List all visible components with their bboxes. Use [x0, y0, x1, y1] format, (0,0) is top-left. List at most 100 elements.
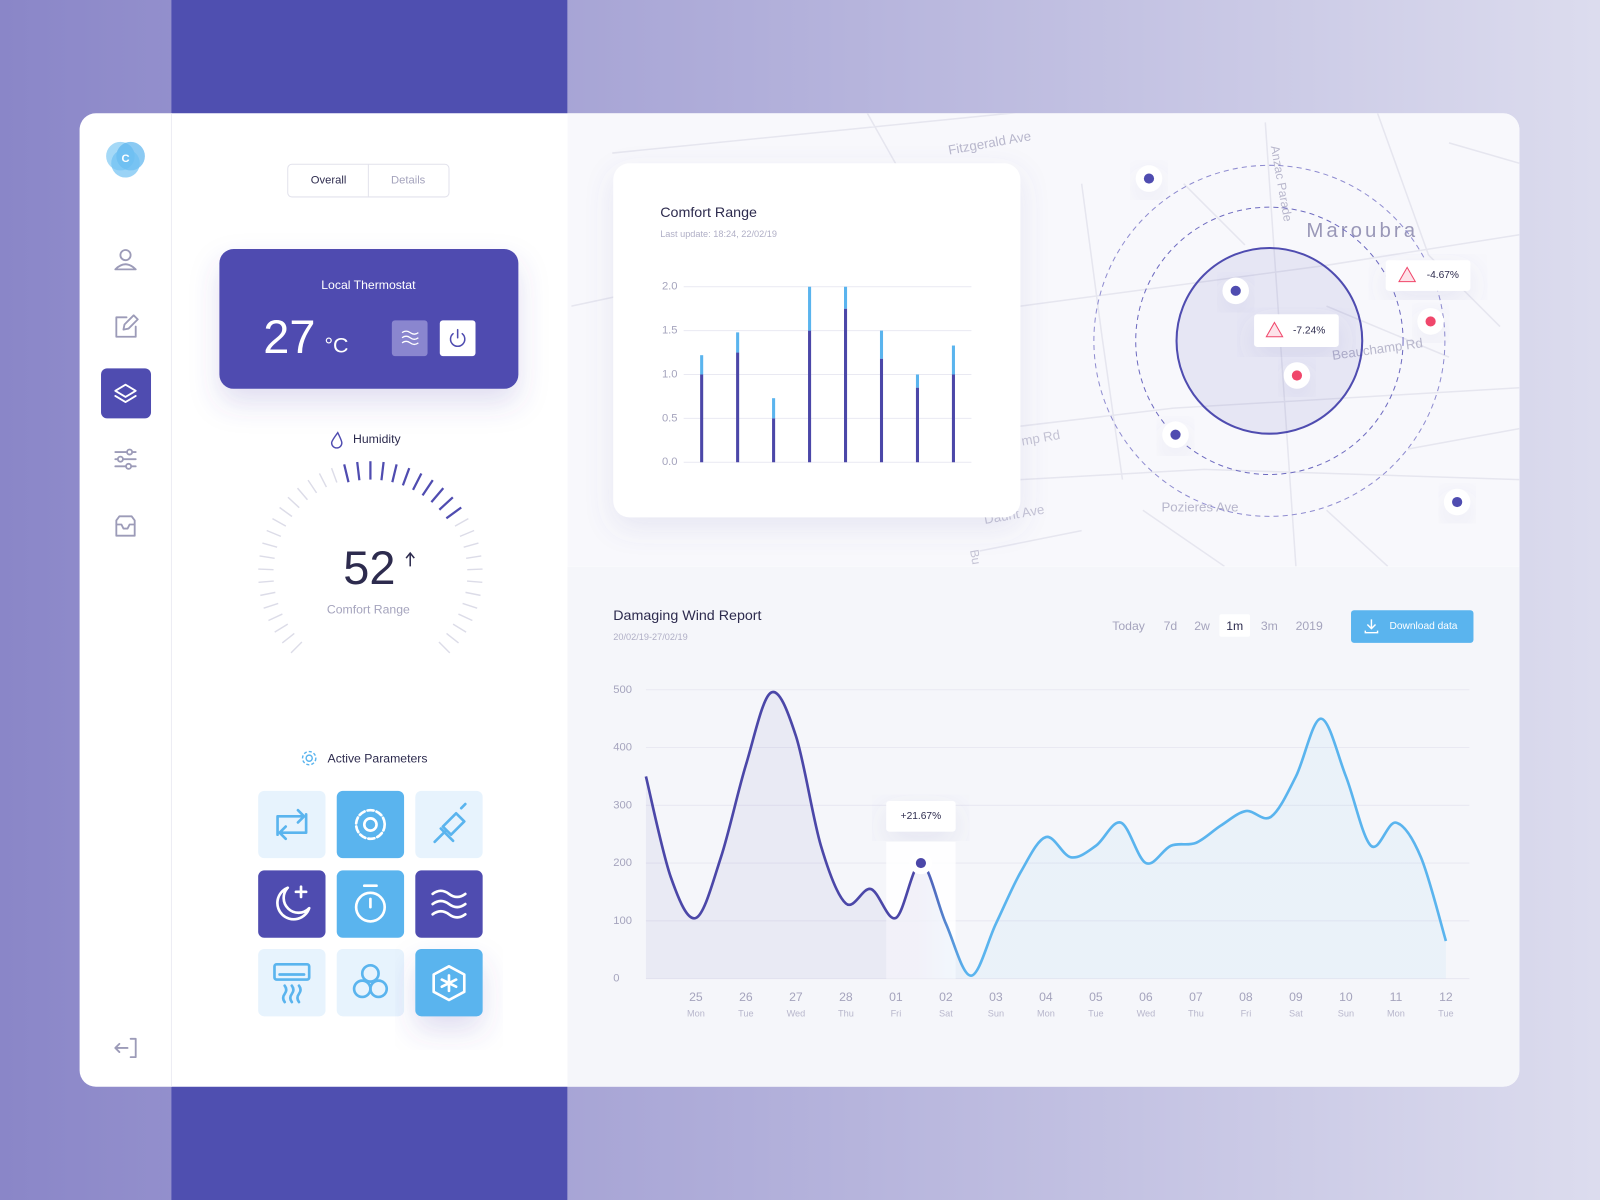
- range-option[interactable]: 2w: [1194, 619, 1210, 633]
- y-tick-label: 400: [613, 742, 632, 754]
- range-option[interactable]: Today: [1112, 619, 1146, 633]
- x-tick-label: 28: [839, 990, 853, 1004]
- range-option[interactable]: 1m: [1226, 619, 1243, 633]
- x-tick-sublabel: Tue: [1088, 1009, 1103, 1019]
- fan-icon: [401, 330, 419, 346]
- street-label: Bu: [967, 548, 983, 565]
- gauge-tick: [459, 529, 475, 538]
- x-tick-label: 27: [789, 990, 803, 1004]
- annotation-box: [886, 801, 956, 832]
- x-tick-sublabel: Wed: [1137, 1009, 1156, 1019]
- bar-segment: [915, 387, 920, 463]
- y-tick-label: 100: [613, 915, 632, 927]
- download-icon: [1364, 619, 1379, 634]
- bar-segment: [736, 332, 740, 353]
- param-icon: [431, 889, 467, 919]
- section-title: Active Parameters: [328, 751, 428, 765]
- pin-dot: [1170, 429, 1181, 440]
- gauge: [258, 461, 483, 654]
- trend-arrow: [405, 551, 415, 567]
- param-tile[interactable]: [258, 948, 326, 1017]
- chart-subtitle: Last update: 18:24, 22/02/19: [660, 229, 777, 239]
- x-tick-sublabel: Tue: [738, 1009, 753, 1019]
- param-tile[interactable]: [415, 790, 483, 859]
- gauge-tick: [266, 529, 282, 538]
- point[interactable]: [915, 857, 927, 869]
- x-tick-label: 02: [939, 990, 953, 1004]
- street-label: mp Rd: [1020, 427, 1061, 449]
- gauge-tick: [458, 613, 473, 622]
- gauge-tick: [258, 580, 274, 583]
- gauge-tick: [290, 641, 303, 654]
- y-tick-label: 1.0: [662, 368, 678, 380]
- gauge-tick: [466, 580, 483, 583]
- bar-segment: [700, 374, 704, 463]
- gauge-tick: [391, 464, 398, 483]
- download-label[interactable]: Download data: [1389, 621, 1457, 632]
- gauge-tick: [262, 542, 278, 548]
- pin-dot: [1452, 496, 1463, 508]
- bar-segment: [951, 345, 955, 375]
- chart-title: Comfort Range: [660, 205, 757, 221]
- download-button[interactable]: [1351, 610, 1474, 643]
- x-tick-label: 03: [989, 990, 1003, 1004]
- gauge-tick: [268, 613, 283, 622]
- pin-dot: [1143, 173, 1155, 184]
- y-tick-label: 0: [613, 973, 619, 985]
- x-tick-label: 08: [1239, 990, 1253, 1004]
- range-option[interactable]: 3m: [1261, 619, 1278, 633]
- logout-icon[interactable]: [114, 1037, 137, 1059]
- nav-active[interactable]: [101, 368, 152, 419]
- tab[interactable]: Overall: [311, 175, 347, 187]
- param-tile[interactable]: [258, 790, 326, 859]
- gauge-tick: [307, 479, 318, 494]
- range-option[interactable]: 7d: [1164, 619, 1178, 633]
- y-tick-label: 500: [613, 684, 632, 696]
- gauge-tick: [296, 487, 308, 501]
- fan-button[interactable]: [391, 320, 428, 357]
- logo[interactable]: C: [121, 153, 129, 165]
- profile-icon[interactable]: [114, 249, 137, 271]
- alert-value: -4.67%: [1427, 270, 1459, 281]
- bar-segment: [808, 286, 812, 331]
- bar-segment: [915, 374, 920, 388]
- x-tick-sublabel: Fri: [1241, 1009, 1252, 1019]
- param-icon: [273, 962, 311, 1004]
- x-tick-label: 09: [1289, 990, 1303, 1004]
- bar-segment: [808, 330, 812, 463]
- x-tick-sublabel: Sun: [988, 1009, 1004, 1019]
- inbox-icon[interactable]: [115, 515, 136, 537]
- edit-icon[interactable]: [115, 314, 139, 338]
- gauge-tick: [445, 506, 462, 520]
- param-tile[interactable]: [336, 790, 405, 859]
- range-ring: [1093, 164, 1446, 517]
- param-icon: [352, 963, 389, 999]
- temperature: 27: [263, 311, 315, 363]
- tab[interactable]: Details: [391, 175, 426, 187]
- bar-segment: [844, 286, 848, 309]
- gauge-tick: [438, 496, 454, 511]
- humidity-caption: Comfort Range: [327, 602, 410, 616]
- x-tick-label: 25: [689, 990, 703, 1004]
- pin-dot: [1230, 285, 1241, 296]
- range-selected[interactable]: [1219, 614, 1250, 637]
- y-tick-label: 1.5: [662, 325, 678, 337]
- param-icon: [432, 965, 466, 1002]
- x-tick-label: 11: [1390, 990, 1403, 1004]
- param-icon: [354, 884, 387, 923]
- range-option[interactable]: 2019: [1296, 619, 1323, 633]
- gauge-tick: [258, 568, 274, 571]
- x-tick-sublabel: Thu: [1188, 1009, 1204, 1019]
- gauge-tick: [467, 568, 483, 571]
- x-tick-sublabel: Fri: [891, 1009, 902, 1019]
- gauge-tick: [263, 602, 279, 609]
- gauge-tick: [259, 555, 275, 560]
- settings-icon[interactable]: [114, 448, 137, 470]
- logo-shape: [111, 148, 140, 178]
- comfort-chart: Comfort Range Last update: 18:24, 22/02/…: [660, 205, 972, 468]
- gauge-tick: [274, 623, 289, 633]
- x-tick-label: 01: [889, 990, 903, 1004]
- x-tick-sublabel: Sat: [1289, 1009, 1303, 1019]
- x-tick-sublabel: Mon: [1037, 1009, 1055, 1019]
- param-tile[interactable]: [258, 870, 326, 938]
